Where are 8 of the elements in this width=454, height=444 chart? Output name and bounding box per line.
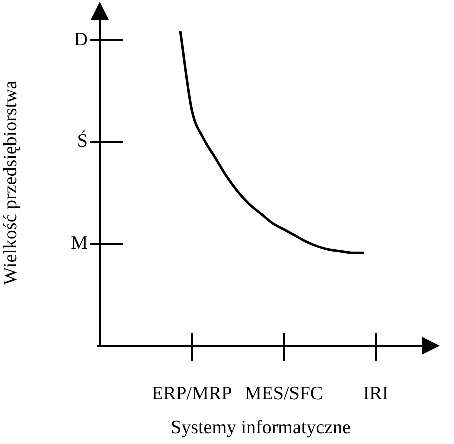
text: M <box>71 233 88 254</box>
x-tick-label: IRI <box>363 383 389 404</box>
x-tick-label: ERP/MRP <box>152 383 232 404</box>
text: D <box>74 29 88 50</box>
y-axis-title: Wielkość przedsiębiorstwa <box>0 80 22 286</box>
x-tick-label: MES/SFC <box>244 383 324 404</box>
text: Ś <box>77 130 88 152</box>
x-axis-title: Systemy informatyczne <box>171 418 351 439</box>
